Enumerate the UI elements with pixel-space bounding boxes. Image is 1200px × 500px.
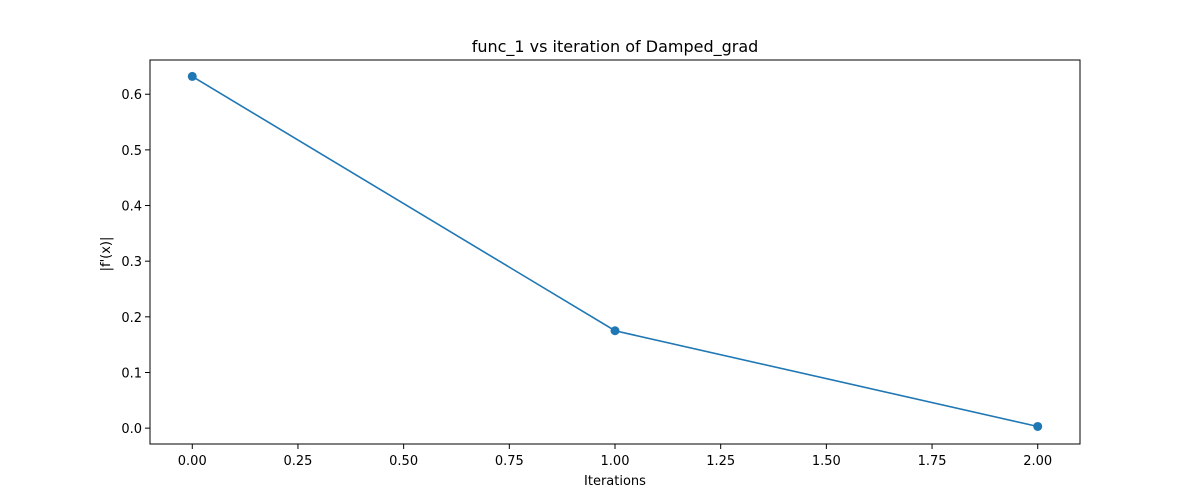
x-axis-label: Iterations xyxy=(584,474,646,489)
y-axis-ticks: 0.0 0.1 0.2 0.3 0.4 0.5 0.6 xyxy=(121,88,150,437)
y-tick-label: 0.0 xyxy=(121,422,142,437)
y-tick-label: 0.5 xyxy=(121,144,142,159)
x-axis-ticks: 0.00 0.25 0.50 0.75 1.00 1.25 1.50 1.75 2.00 xyxy=(178,444,1052,469)
x-tick-label: 1.25 xyxy=(706,454,735,469)
x-tick-label: 0.25 xyxy=(283,454,312,469)
data-point xyxy=(1033,421,1043,431)
y-tick-label: 0.4 xyxy=(121,200,142,215)
x-tick-label: 1.00 xyxy=(601,454,630,469)
chart-title: func_1 vs iteration of Damped_grad xyxy=(472,37,759,57)
y-tick-label: 0.1 xyxy=(121,366,142,381)
data-point xyxy=(187,71,197,81)
x-tick-label: 0.75 xyxy=(495,454,524,469)
x-tick-label: 1.50 xyxy=(812,454,841,469)
y-tick-label: 0.2 xyxy=(121,311,142,326)
x-tick-label: 1.75 xyxy=(918,454,947,469)
data-point xyxy=(610,326,620,336)
x-tick-label: 0.00 xyxy=(178,454,207,469)
x-tick-label: 0.50 xyxy=(389,454,418,469)
series-group xyxy=(187,71,1043,431)
y-tick-label: 0.3 xyxy=(121,255,142,270)
y-axis-label: |f'(x)| xyxy=(99,237,114,272)
x-tick-label: 2.00 xyxy=(1023,454,1052,469)
y-tick-label: 0.6 xyxy=(121,88,142,103)
